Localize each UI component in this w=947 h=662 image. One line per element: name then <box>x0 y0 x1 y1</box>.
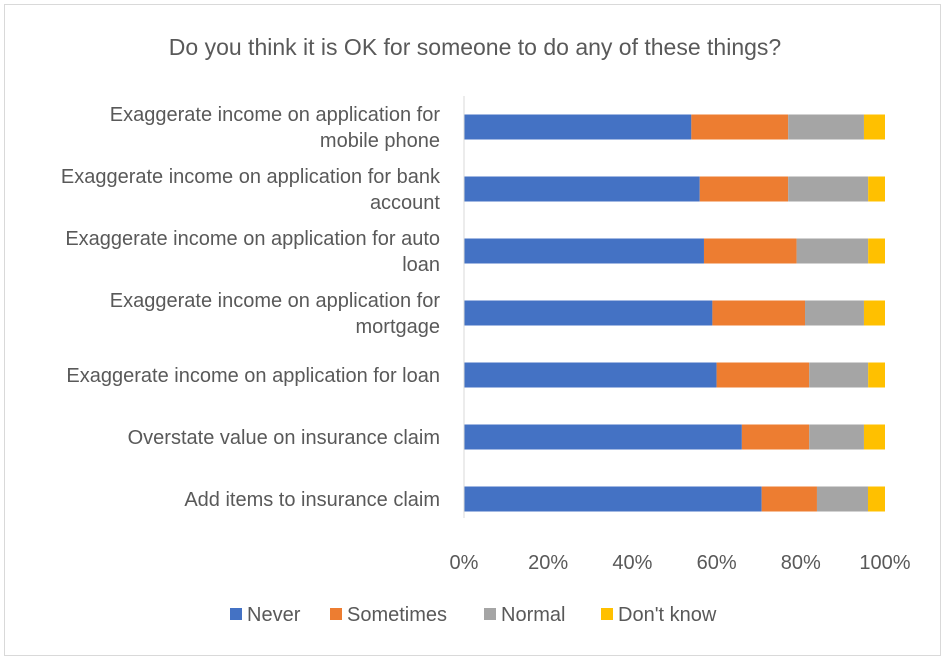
bar-segment <box>796 238 869 264</box>
x-tick-label: 80% <box>781 552 821 574</box>
legend-label: Never <box>247 604 301 626</box>
category-label-line: mobile phone <box>320 130 440 152</box>
bar-segment <box>464 176 700 202</box>
bar-segment <box>464 300 713 326</box>
bar-segment <box>868 362 885 388</box>
category-label-line: Exaggerate income on application for <box>110 290 441 312</box>
bar-segment <box>863 424 885 450</box>
category-label-line: account <box>370 192 440 214</box>
x-tick-label: 40% <box>612 552 652 574</box>
category-label: Exaggerate income on application for ban… <box>61 166 441 214</box>
plot-area <box>464 114 885 512</box>
category-label-line: Overstate value on insurance claim <box>128 427 440 449</box>
x-tick-label: 20% <box>528 552 568 574</box>
x-tick-label: 100% <box>859 552 910 574</box>
bar-segment <box>805 300 864 326</box>
bar-segment <box>699 176 789 202</box>
category-label-line: Exaggerate income on application for loa… <box>66 365 440 387</box>
bar-segment <box>691 114 789 140</box>
x-tick-label: 0% <box>450 552 479 574</box>
bar-segment <box>788 176 869 202</box>
category-label-line: mortgage <box>356 316 441 338</box>
x-axis: 0% 20% 40% 60% 80% 100% <box>450 96 911 574</box>
category-label-line: Exaggerate income on application for aut… <box>65 228 440 250</box>
category-label: Overstate value on insurance claim <box>128 427 440 449</box>
legend-swatch <box>484 608 496 620</box>
category-label-line: Exaggerate income on application for ban… <box>61 166 441 188</box>
legend-swatch <box>601 608 613 620</box>
category-label: Exaggerate income on application for mobi… <box>110 104 441 152</box>
legend-label: Normal <box>501 604 565 626</box>
category-label: Add items to insurance claim <box>184 489 440 511</box>
legend-label: Sometimes <box>347 604 447 626</box>
category-label-line: loan <box>402 254 440 276</box>
bar-segment <box>809 424 864 450</box>
bar-segment <box>868 238 885 264</box>
bar-segment <box>809 362 869 388</box>
bar-segment <box>863 114 885 140</box>
bar-segment <box>716 362 810 388</box>
bar-segment <box>816 486 868 512</box>
category-label: Exaggerate income on application for mort… <box>110 290 441 338</box>
category-label: Exaggerate income on application for loa… <box>66 365 440 387</box>
bar-segment <box>464 238 704 264</box>
bar-segment <box>464 424 742 450</box>
chart-title: Do you think it is OK for someone to do … <box>169 34 781 60</box>
bar-segment <box>741 424 810 450</box>
bar-segment <box>868 176 885 202</box>
category-label-line: Add items to insurance claim <box>184 489 440 511</box>
category-label: Exaggerate income on application for aut… <box>65 228 440 276</box>
bar-segment <box>761 486 817 512</box>
bar-segment <box>464 362 717 388</box>
bar-segment <box>464 486 762 512</box>
legend-label: Don't know <box>618 604 717 626</box>
legend-swatch <box>230 608 242 620</box>
bar-segment <box>703 238 797 264</box>
x-tick-label: 60% <box>697 552 737 574</box>
category-label-line: Exaggerate income on application for <box>110 104 441 126</box>
legend-swatch <box>330 608 342 620</box>
chart-frame <box>4 4 941 656</box>
category-labels: Exaggerate income on application for mobi… <box>61 104 441 511</box>
bar-segment <box>712 300 806 326</box>
legend: Never Sometimes Normal Don't know <box>230 604 717 626</box>
bar-segment <box>788 114 864 140</box>
bar-segment <box>867 486 885 512</box>
bar-segment <box>464 114 692 140</box>
bar-segment <box>863 300 885 326</box>
